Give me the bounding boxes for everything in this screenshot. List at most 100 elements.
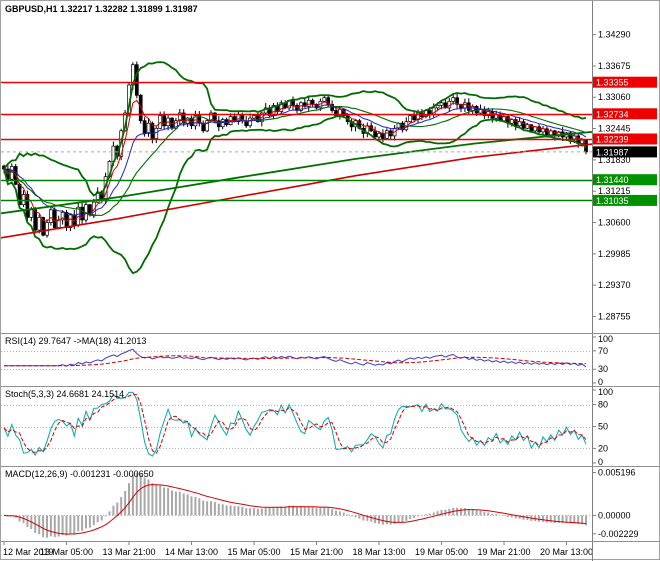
candle-body [408,115,413,123]
chart-title: GBPUSD,H1 1.32217 1.32282 1.31899 1.3198… [5,4,198,14]
candle-body [377,133,381,138]
price-tick-label: 1.34290 [598,30,631,40]
candle-body [220,119,225,128]
time-label: 15 Mar 21:00 [290,547,343,557]
candle-body [25,194,30,218]
panel-separator [1,541,660,542]
time-label: 20 Mar 13:00 [540,547,593,557]
rsi-canvas[interactable]: 100 70 30 0 [1,334,660,386]
candle-body [45,222,49,236]
time-label: 15 Mar 05:00 [227,547,280,557]
candle-body [205,120,209,132]
time-label: 13 Mar 21:00 [102,547,155,557]
candle-body [56,219,61,228]
candle-body [384,130,389,139]
candle-body [142,120,147,134]
candle-body [455,97,459,105]
macd-canvas[interactable]: 0.005196 0.00000 -0.002229 [1,467,660,541]
candle-body [33,209,38,231]
candle-body [537,126,541,133]
support-price-badge-label: 1.31440 [596,175,629,185]
candle-body [146,122,151,134]
support-price-badge: 1.31035 [593,194,657,206]
candle-body [435,105,440,109]
time-axis-panel[interactable]: 12 Mar 2019 13 Mar 05:00 13 Mar 21:00 14 Ma… [1,542,660,561]
price-tick-label: 1.29985 [598,249,631,259]
rsi-ma-line [4,355,587,367]
macd-panel[interactable]: 0.005196 0.00000 -0.002229 MACD(12,26,9) -… [1,467,660,541]
resistance-price-badge: 1.33355 [593,76,657,88]
candle-body [154,127,159,139]
candle-body [49,209,53,223]
macd-signal-line [3,484,587,535]
resistance-price-badge-bg [593,76,657,88]
candle-body [216,120,221,128]
candle-body [525,124,530,129]
macd-tick-label: 0.005196 [598,468,636,478]
current-price-badge-label: 1.31987 [596,147,629,157]
stoch-tick-label: 100 [598,387,613,397]
support-price-badge-bg [593,174,657,186]
price-tick-label: 1.29370 [598,280,631,290]
time-label: 18 Mar 13:00 [352,547,405,557]
bollinger-upper-band [3,61,587,197]
bollinger-middle-band [3,105,587,217]
panel-separator [1,386,660,387]
rsi-panel[interactable]: 100 70 30 0 RSI(14) 29.7647 ->MA(18) 41.201… [1,334,660,386]
candle-body [412,115,416,121]
candle-body [21,194,26,206]
price-tick-label: 1.28755 [598,312,631,322]
candle-body [509,119,514,124]
time-label: 19 Mar 21:00 [477,547,530,557]
rsi-tick-label: 70 [598,346,608,356]
stochastic-label: Stoch(5,3,3) 24.6681 24.1514 [5,389,125,399]
price-tick-label: 1.32445 [598,124,631,134]
candle-body [209,112,213,121]
stoch-tick-label: 50 [598,422,608,432]
candle-body [134,64,139,96]
support-price-badge: 1.31440 [593,174,657,186]
stochastic-panel[interactable]: 100 80 50 20 0 Stoch(5,3,3) 24.6681 24.1514 [1,387,660,466]
candle-body [416,112,420,120]
candle-body [451,97,456,102]
candle-body [279,102,284,112]
main-chart-panel[interactable]: 1.34290 1.33675 1.33060 1.32445 1.31830 1.312… [1,1,660,333]
candle-body [68,214,73,228]
candle-body [521,121,526,129]
rsi-label: RSI(14) 29.7647 ->MA(18) 41.2013 [5,336,147,346]
stochastic-canvas[interactable]: 100 80 50 20 0 [1,387,660,466]
stoch-tick-label: 20 [598,443,608,453]
candle-body [201,122,206,132]
panel-separator [1,466,660,467]
candle-body [41,217,45,236]
stoch-d-line [3,393,587,454]
macd-histogram [6,472,587,538]
price-tick-label: 1.30600 [598,218,631,228]
current-price-badge: 1.31987 [593,146,657,158]
resistance-price-badge: 1.32734 [593,108,657,120]
candle-body [326,97,331,105]
price-tick-label: 1.33060 [598,92,631,102]
ma-medium-line [3,104,587,216]
main-chart-canvas[interactable]: 1.34290 1.33675 1.33060 1.32445 1.31830 1.312… [1,1,660,333]
stoch-tick-label: 80 [598,400,608,410]
price-tick-label: 1.33675 [598,61,631,71]
resistance-price-badge-label: 1.32734 [596,109,629,119]
resistance-price-badge-label: 1.32239 [596,135,629,145]
support-price-badge-bg [593,194,657,206]
candle-body [29,209,34,218]
ma-fast-line [3,99,587,222]
candle-body [60,211,65,221]
stoch-k-line [3,391,587,457]
time-label: 14 Mar 13:00 [165,547,218,557]
resistance-price-badge-label: 1.33355 [596,78,629,88]
candle-body [150,122,155,139]
macd-tick-label: -0.002229 [598,529,639,539]
current-price-badge-bg [593,146,657,158]
long-ma-red-line [1,143,593,239]
time-label: 12 Mar 2019 [3,547,54,557]
candle-body [248,117,252,127]
candle-body [291,99,295,106]
